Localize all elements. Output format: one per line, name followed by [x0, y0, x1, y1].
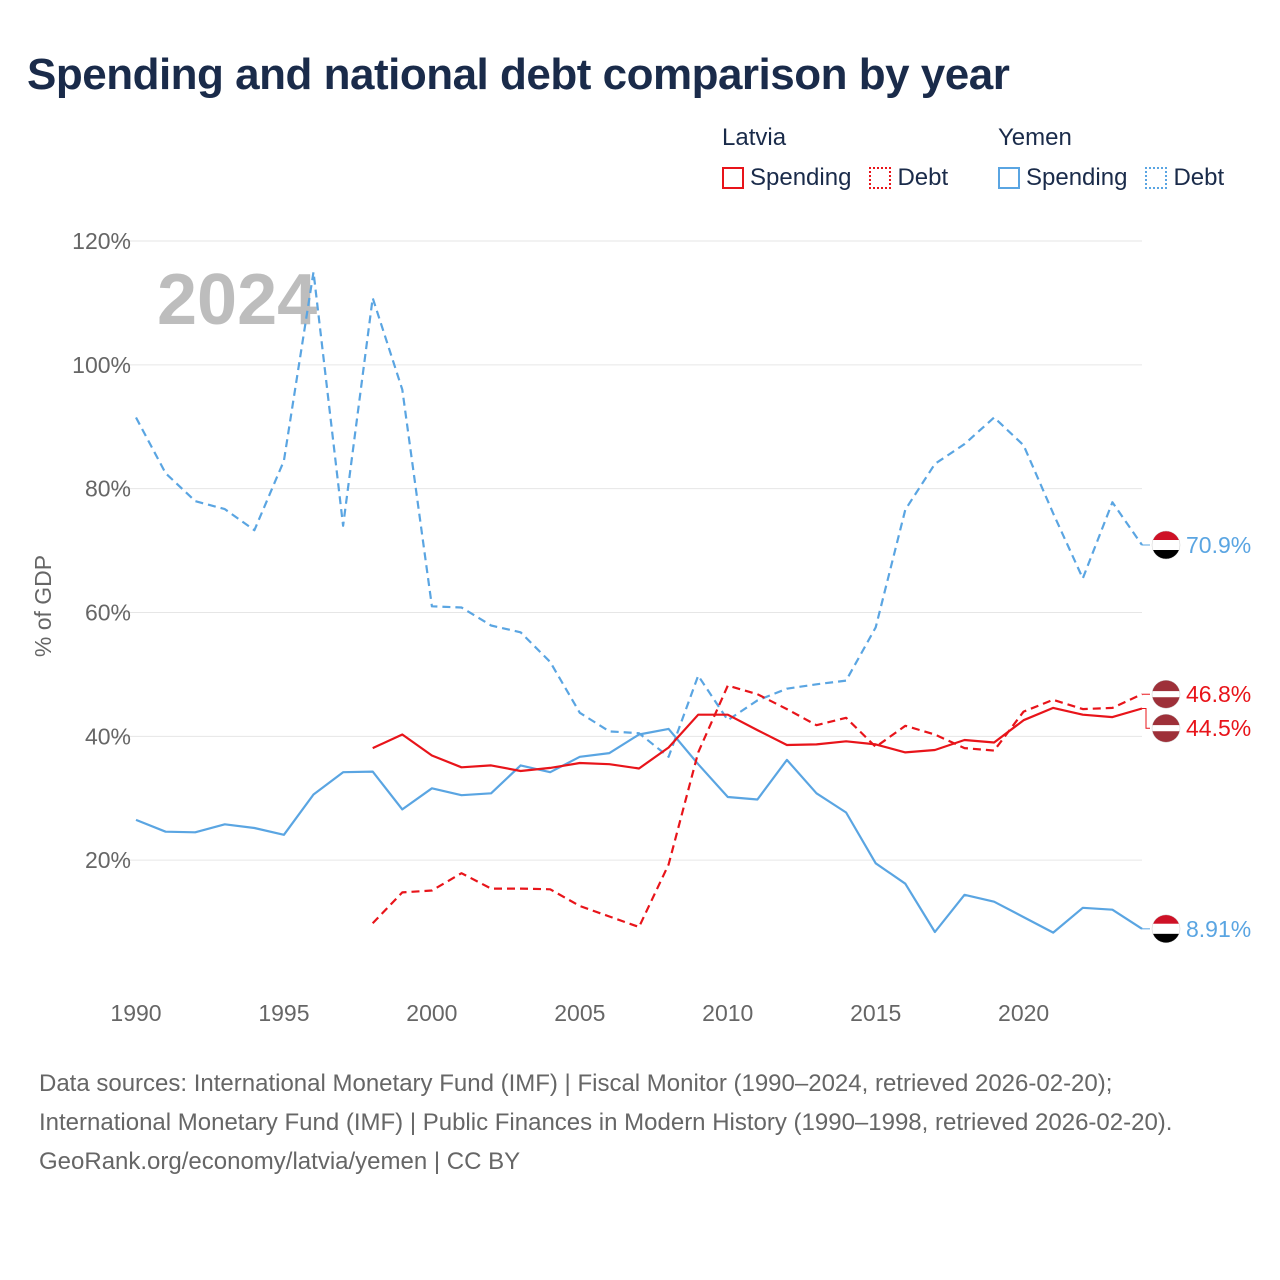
- end-value-label: 8.91%: [1186, 916, 1251, 942]
- y-tick-label: 120%: [72, 228, 131, 254]
- yemen-flag-icon: [1152, 531, 1180, 560]
- yemen-debt-swatch: [1145, 167, 1168, 189]
- flag-outline: [1151, 914, 1181, 944]
- x-tick-label: 2010: [702, 1000, 753, 1026]
- x-tick-label: 1990: [110, 1000, 161, 1026]
- end-markers: 70.9% 8.91% 46.8% 44.5%: [1142, 530, 1251, 944]
- series-layer: [135, 270, 1143, 934]
- y-tick-label: 40%: [85, 723, 131, 749]
- x-tick-label: 2015: [850, 1000, 901, 1026]
- legend-label: Spending: [750, 164, 852, 191]
- y-tick-label: 80%: [85, 476, 131, 502]
- legend-yemen: Yemen Spending Debt: [998, 124, 1224, 192]
- latvia-flag-icon: [1152, 680, 1180, 709]
- legend-label: Debt: [897, 164, 949, 191]
- end-connector: [1142, 707, 1150, 729]
- chart-title: Spending and national debt comparison by…: [27, 50, 1010, 99]
- x-tick-label: 2000: [406, 1000, 457, 1026]
- flag-outline: [1151, 679, 1181, 709]
- series-line-yemen-spending[interactable]: [135, 727, 1143, 934]
- y-tick-label: 100%: [72, 352, 131, 378]
- x-tick-label: 2020: [998, 1000, 1049, 1026]
- x-tick-label: 2005: [554, 1000, 605, 1026]
- year-watermark: 2024: [157, 260, 317, 340]
- yemen-flag-icon: [1152, 914, 1180, 943]
- end-value-label: 70.9%: [1186, 532, 1251, 558]
- legend-country-yemen: Yemen: [998, 124, 1072, 151]
- x-axis: 1990 1995 2000 2005 2010 2015 2020: [110, 1000, 1049, 1026]
- legend-item-yemen-spending[interactable]: Spending: [998, 164, 1127, 192]
- end-value-label: 46.8%: [1186, 681, 1251, 707]
- y-tick-label: 20%: [85, 847, 131, 873]
- end-value-label: 44.5%: [1186, 715, 1251, 741]
- series-line-latvia-spending[interactable]: [372, 706, 1143, 773]
- footer: Data sources: International Monetary Fun…: [39, 1064, 1239, 1181]
- attribution-link[interactable]: GeoRank.org/economy/latvia/yemen | CC BY: [39, 1148, 521, 1175]
- legend-item-yemen-debt[interactable]: Debt: [1145, 164, 1224, 192]
- latvia-spending-swatch: [722, 167, 744, 189]
- line-chart: 20% 40% 60% 80% 100% 120% 1990 1995 2000 2005 201…: [30, 228, 1251, 1026]
- legend-country-latvia: Latvia: [722, 124, 787, 151]
- flag-outline: [1151, 713, 1181, 743]
- legend-item-latvia-debt[interactable]: Debt: [869, 164, 948, 192]
- data-sources: Data sources: International Monetary Fun…: [39, 1070, 1173, 1136]
- legend-label: Spending: [1026, 164, 1128, 191]
- legend-latvia: Latvia Spending Debt: [722, 124, 948, 192]
- legend-label: Debt: [1173, 164, 1225, 191]
- latvia-debt-swatch: [869, 167, 892, 189]
- y-tick-label: 60%: [85, 600, 131, 626]
- x-tick-label: 1995: [258, 1000, 309, 1026]
- series-line-yemen-debt[interactable]: [135, 270, 1143, 758]
- latvia-flag-icon: [1152, 714, 1180, 743]
- series-line-latvia-debt[interactable]: [371, 684, 1143, 929]
- flag-outline: [1151, 530, 1181, 560]
- legend-item-latvia-spending[interactable]: Spending: [722, 164, 851, 192]
- y-axis-title: % of GDP: [30, 555, 56, 657]
- y-axis: 20% 40% 60% 80% 100% 120%: [72, 228, 131, 873]
- gridlines: [112, 240, 1142, 861]
- yemen-spending-swatch: [998, 167, 1020, 189]
